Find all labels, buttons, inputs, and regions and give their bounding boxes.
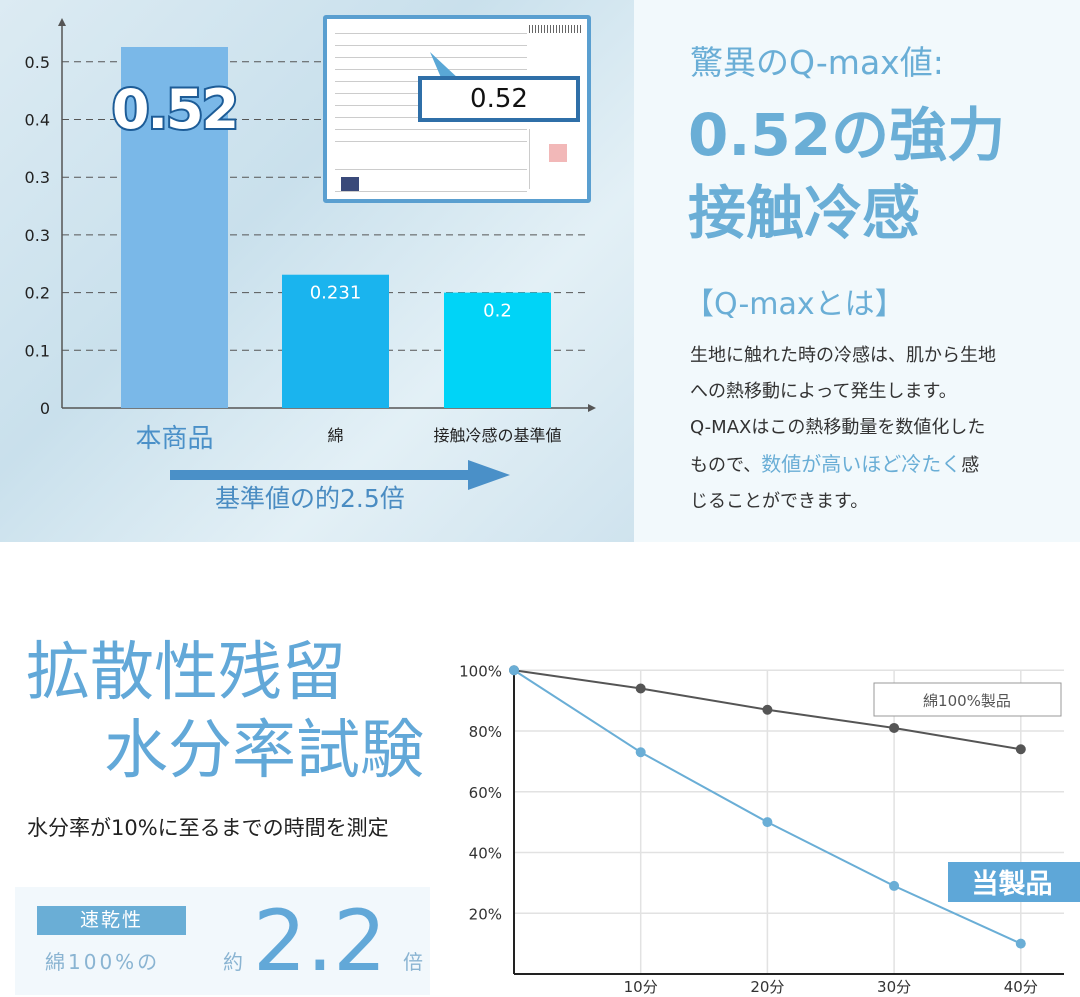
bar-chart: 0 0.1 0.2 0.3 0.3 0.4 0.5 0.52 本商品 0.231 綿 0.2 接触冷感の… (25, 18, 596, 454)
x-tick-label: 40分 (1004, 978, 1038, 996)
y-tick-label: 0.2 (25, 284, 50, 303)
description-line: もので、数値が高いほど冷たく感 (690, 446, 1070, 484)
bar-value-label: 0.231 (310, 283, 362, 304)
approx-text: 約 (223, 950, 243, 974)
data-point (635, 683, 646, 694)
y-tick-label: 0.3 (25, 226, 50, 245)
data-point (1015, 744, 1026, 755)
bar-value-label: 0.2 (483, 301, 512, 322)
description: 生地に触れた時の冷感は、肌から生地 への熱移動によって発生します。 Q-MAXは… (690, 338, 1070, 520)
y-tick-label: 0.4 (25, 111, 50, 130)
x-axis-arrow (588, 404, 596, 412)
y-tick-label: 20% (469, 905, 502, 923)
heading: 驚異のQ-max値: (690, 43, 944, 82)
data-point (635, 747, 646, 758)
data-point (889, 880, 900, 891)
x-tick-label: 10分 (624, 978, 658, 996)
callout-pointer (430, 52, 460, 80)
y-tick-label: 0.5 (25, 53, 50, 72)
bar (282, 274, 389, 408)
arrow-right-icon (170, 460, 510, 490)
data-point (1015, 938, 1026, 949)
moisture-title-2: 水分率試験 (104, 714, 424, 788)
y-tick-label: 0 (40, 399, 50, 418)
moisture-subtitle: 水分率が10%に至るまでの時間を測定 (27, 816, 389, 840)
bar (121, 47, 228, 408)
big-headline-1: 0.52の強力 (688, 101, 1006, 169)
qmax-chart-panel: 0 0.1 0.2 0.3 0.3 0.4 0.5 0.52 本商品 0.231 綿 0.2 接触冷感の… (0, 0, 634, 542)
big-headline-2: 接触冷感 (688, 179, 921, 247)
description-line: じることができます。 (690, 491, 869, 512)
text: もので、 (690, 455, 762, 476)
legend-box-product (948, 862, 1080, 902)
x-tick-label: 30分 (877, 978, 911, 996)
bar (444, 292, 551, 408)
legend-box-cotton (873, 682, 1062, 717)
certificate-value-callout: 0.52 (418, 76, 580, 122)
y-tick-label: 80% (469, 723, 502, 741)
legend-label-cotton: 綿100%製品 (923, 692, 1011, 710)
description-line: 生地に触れた時の冷感は、肌から生地 (690, 345, 996, 366)
data-point (889, 722, 900, 733)
quick-dry-summary: 速乾性 綿100%の 約 2.2 倍 (15, 887, 430, 995)
bar-value-label: 0.52 (112, 78, 237, 141)
y-tick-label: 0.1 (25, 341, 50, 360)
subheading: 【Q-maxとは】 (684, 287, 905, 322)
description-line: Q-MAXはこの熱移動量を数値化した (690, 417, 986, 438)
data-point (762, 704, 773, 715)
y-tick-label: 100% (459, 662, 502, 680)
legend-label-product: 当製品 (972, 869, 1053, 900)
ratio-value: 2.2 (253, 892, 387, 990)
y-axis-arrow (58, 18, 66, 26)
times-text: 倍 (403, 950, 423, 974)
x-category-label: 接触冷感の基準値 (433, 426, 561, 445)
arrow-label: 基準値の的2.5倍 (215, 484, 405, 513)
data-point (509, 665, 519, 676)
description-line: への熱移動によって発生します。 (690, 381, 957, 402)
x-category-label: 綿 (327, 426, 343, 445)
y-tick-label: 40% (469, 845, 502, 863)
quick-dry-badge: 速乾性 (37, 906, 186, 935)
text: 感 (961, 455, 980, 476)
x-category-label: 本商品 (135, 424, 213, 454)
compare-text: 綿100%の (45, 950, 161, 974)
x-tick-label: 20分 (750, 978, 784, 996)
highlight-text: 数値が高いほど冷たく (761, 452, 962, 476)
y-tick-label: 60% (469, 784, 502, 802)
y-tick-label: 0.3 (25, 168, 50, 187)
moisture-title-1: 拡散性残留 (26, 636, 346, 710)
data-point (762, 817, 773, 828)
qmax-description-panel: 驚異のQ-max値: 0.52の強力 接触冷感 【Q-maxとは】 生地に触れた… (634, 0, 1080, 542)
